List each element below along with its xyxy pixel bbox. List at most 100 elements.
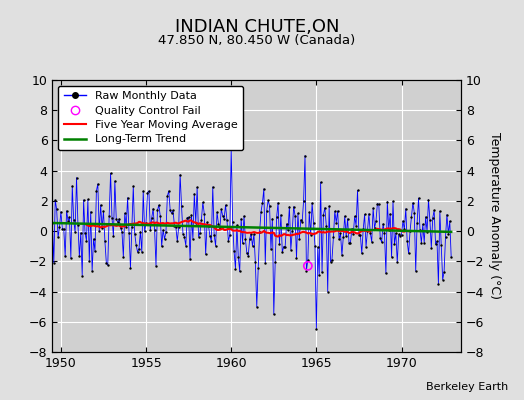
Point [304,256,312,263]
Point [101,238,109,244]
Point [233,222,241,228]
Point [140,228,149,235]
Point [333,208,342,214]
Point [430,207,439,214]
Point [210,232,219,239]
Point [445,218,454,224]
Point [128,224,136,230]
Point [220,216,228,222]
Point [44,210,52,217]
Point [197,216,205,223]
Point [395,231,403,238]
Point [316,179,325,185]
Point [301,152,309,159]
Point [66,214,74,220]
Point [109,233,117,240]
Point [211,242,220,249]
Point [112,216,121,222]
Point [401,206,410,212]
Point [399,218,407,224]
Point [353,187,362,194]
Point [182,242,190,249]
Point [381,270,390,277]
Point [166,207,174,214]
Point [184,214,193,220]
Point [142,220,150,226]
Point [224,238,233,244]
Point [90,236,98,242]
Point [217,206,225,212]
Point [231,265,239,272]
Point [50,260,58,266]
Point [288,228,297,234]
Point [243,250,251,256]
Point [309,220,318,226]
Point [193,184,201,190]
Point [434,281,443,287]
Point [102,260,111,266]
Point [189,236,197,242]
Point [357,250,366,257]
Point [152,262,160,269]
Text: 47.850 N, 80.450 W (Canada): 47.850 N, 80.450 W (Canada) [158,34,355,47]
Point [274,200,282,206]
Point [51,197,59,203]
Point [236,268,244,275]
Point [263,207,271,214]
Point [139,188,147,194]
Point [165,188,173,194]
Point [431,241,440,248]
Point [279,243,288,250]
Point [183,214,191,221]
Point [238,240,247,246]
Point [199,199,207,206]
Point [86,208,95,215]
Text: Berkeley Earth: Berkeley Earth [426,382,508,392]
Point [134,249,142,255]
Point [336,230,345,236]
Point [95,228,103,235]
Point [437,242,445,248]
Point [168,210,176,216]
Point [370,225,379,231]
Point [271,259,279,265]
Point [312,326,321,332]
Point [258,200,267,206]
Point [409,200,417,206]
Point [287,246,295,253]
Point [158,243,166,250]
Point [230,248,238,255]
Point [145,188,153,194]
Point [219,212,227,219]
Point [424,196,433,203]
Point [281,244,289,250]
Point [338,252,346,258]
Point [393,259,401,266]
Point [68,183,77,189]
Point [363,228,372,234]
Point [377,239,386,246]
Point [335,236,343,243]
Point [318,269,326,276]
Point [385,227,393,233]
Point [307,231,315,238]
Point [221,202,230,208]
Point [77,230,85,236]
Point [187,212,195,218]
Point [387,254,396,260]
Point [207,238,215,244]
Point [146,227,155,233]
Point [48,220,57,226]
Point [291,212,299,219]
Point [373,200,381,207]
Point [361,211,369,218]
Point [321,204,329,211]
Point [122,224,130,230]
Point [342,233,351,240]
Point [347,226,356,232]
Point [234,254,243,261]
Point [156,213,165,219]
Point [339,234,347,240]
Point [245,236,254,242]
Point [104,262,112,268]
